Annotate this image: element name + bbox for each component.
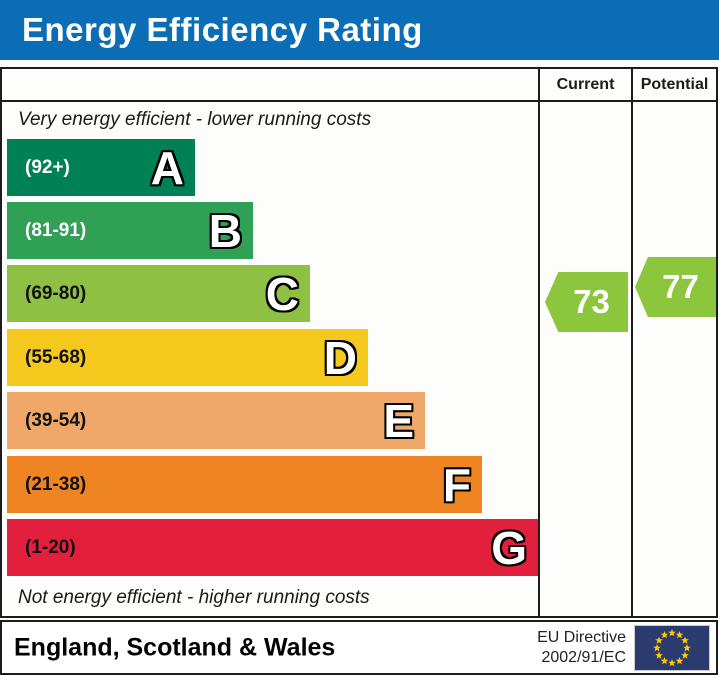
band-f-range: (21-38) <box>25 473 87 495</box>
column-divider-potential <box>631 69 633 616</box>
band-e: (39-54) E <box>7 392 425 449</box>
column-header-current: Current <box>556 76 615 93</box>
band-c-range: (69-80) <box>25 282 87 304</box>
band-e-range: (39-54) <box>25 409 87 431</box>
top-note: Very energy efficient - lower running co… <box>18 109 372 130</box>
band-b: (81-91) B <box>7 202 253 259</box>
band-a-letter: A <box>150 141 184 194</box>
band-g-range: (1-20) <box>25 536 76 558</box>
band-d-letter: D <box>323 331 357 384</box>
band-d: (55-68) D <box>7 329 368 386</box>
rating-table: Current Potential Very energy efficient … <box>0 67 718 618</box>
current-rating-arrow: 73 <box>545 272 628 332</box>
band-a: (92+) A <box>7 139 195 196</box>
eu-directive-line1: EU Directive <box>537 628 626 646</box>
band-c-letter: C <box>265 267 299 320</box>
current-rating-value: 73 <box>573 283 610 320</box>
bottom-note: Not energy efficient - higher running co… <box>18 587 370 608</box>
header-divider <box>2 100 716 102</box>
eu-directive-label: EU Directive 2002/91/EC <box>537 628 626 668</box>
band-e-letter: E <box>383 394 414 447</box>
title-bar: Energy Efficiency Rating <box>0 0 719 60</box>
footer-region-label: England, Scotland & Wales <box>14 633 336 661</box>
band-f: (21-38) F <box>7 456 482 513</box>
eu-flag-icon <box>634 624 710 671</box>
band-a-range: (92+) <box>25 156 70 178</box>
band-g: (1-20) G <box>7 519 538 576</box>
column-header-potential: Potential <box>640 76 709 93</box>
band-f-letter: F <box>442 458 471 511</box>
eu-directive-line2: 2002/91/EC <box>541 648 626 666</box>
band-b-range: (81-91) <box>25 219 87 241</box>
band-b-letter: B <box>208 204 242 257</box>
column-divider-current <box>538 69 540 616</box>
band-d-range: (55-68) <box>25 346 87 368</box>
footer-bar: England, Scotland & Wales EU Directive 2… <box>0 620 718 675</box>
potential-rating-value: 77 <box>662 268 699 305</box>
page-title: Energy Efficiency Rating <box>22 11 423 48</box>
band-c: (69-80) C <box>7 265 310 322</box>
potential-rating-arrow: 77 <box>635 257 716 317</box>
band-g-letter: G <box>491 521 527 574</box>
